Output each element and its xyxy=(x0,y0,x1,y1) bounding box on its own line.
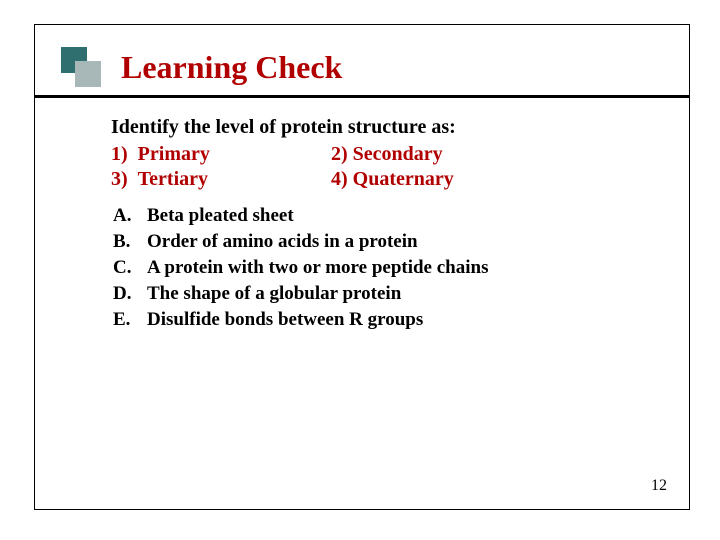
answer-text: Beta pleated sheet xyxy=(147,205,294,227)
options-grid: 1) Primary 2) Secondary 3) Tertiary 4) Q… xyxy=(111,143,689,191)
question-prompt: Identify the level of protein structure … xyxy=(111,116,689,139)
option-4-label: Quaternary xyxy=(353,168,454,190)
answer-text: The shape of a globular protein xyxy=(147,283,401,305)
slide-frame: Learning Check Identify the level of pro… xyxy=(34,24,690,510)
option-1-label: Primary xyxy=(138,143,210,165)
answer-item: E. Disulfide bonds between R groups xyxy=(113,309,689,331)
option-1: 1) Primary xyxy=(111,143,321,166)
square-front-icon xyxy=(75,61,101,87)
answer-item: C. A protein with two or more peptide ch… xyxy=(113,257,689,279)
answer-letter: A. xyxy=(113,205,147,227)
option-2-num: 2) xyxy=(331,143,348,165)
answer-item: A. Beta pleated sheet xyxy=(113,205,689,227)
option-2: 2) Secondary xyxy=(331,143,689,166)
option-3: 3) Tertiary xyxy=(111,168,321,191)
option-4-num: 4) xyxy=(331,168,348,190)
answer-text: Disulfide bonds between R groups xyxy=(147,309,423,331)
page-number: 12 xyxy=(651,477,667,495)
answer-list: A. Beta pleated sheet B. Order of amino … xyxy=(111,205,689,331)
answer-item: B. Order of amino acids in a protein xyxy=(113,231,689,253)
slide-title: Learning Check xyxy=(121,51,342,85)
title-row: Learning Check xyxy=(35,25,689,95)
answer-text: Order of amino acids in a protein xyxy=(147,231,418,253)
answer-letter: E. xyxy=(113,309,147,331)
answer-item: D. The shape of a globular protein xyxy=(113,283,689,305)
option-4: 4) Quaternary xyxy=(331,168,689,191)
title-bullet-icon xyxy=(61,47,103,89)
option-3-num: 3) xyxy=(111,168,128,190)
slide-content: Identify the level of protein structure … xyxy=(35,98,689,331)
answer-letter: B. xyxy=(113,231,147,253)
option-3-label: Tertiary xyxy=(138,168,208,190)
option-2-label: Secondary xyxy=(353,143,443,165)
answer-letter: C. xyxy=(113,257,147,279)
answer-letter: D. xyxy=(113,283,147,305)
answer-text: A protein with two or more peptide chain… xyxy=(147,257,488,279)
option-1-num: 1) xyxy=(111,143,128,165)
